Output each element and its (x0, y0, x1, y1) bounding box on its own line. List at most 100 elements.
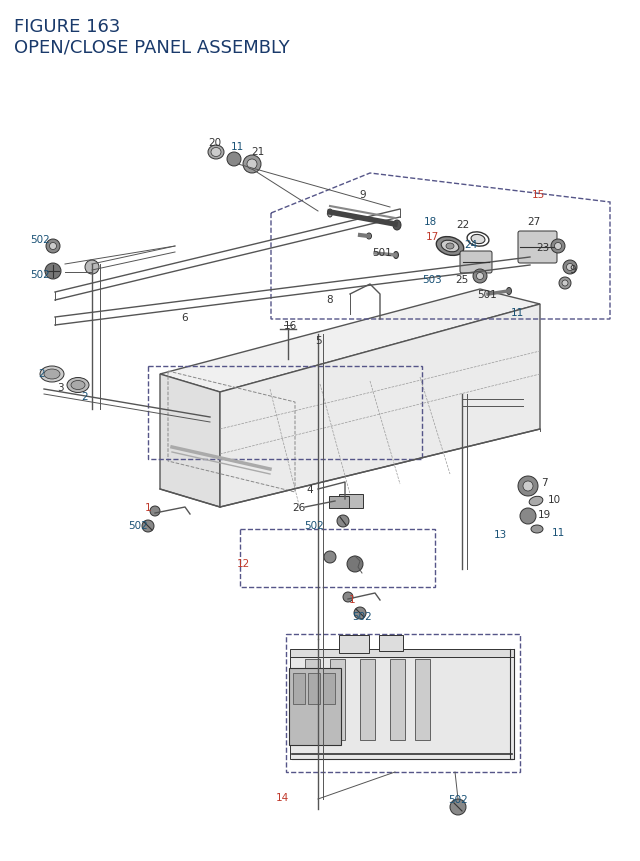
Text: 25: 25 (456, 275, 468, 285)
Circle shape (142, 520, 154, 532)
Text: 16: 16 (284, 320, 296, 331)
Ellipse shape (471, 235, 485, 245)
Text: 22: 22 (456, 220, 470, 230)
Ellipse shape (211, 148, 221, 158)
Ellipse shape (394, 252, 399, 259)
Ellipse shape (44, 369, 60, 380)
Text: 13: 13 (493, 530, 507, 539)
Text: 7: 7 (541, 478, 547, 487)
Text: 11: 11 (510, 307, 524, 318)
FancyBboxPatch shape (379, 635, 403, 651)
FancyBboxPatch shape (360, 659, 374, 740)
Ellipse shape (436, 238, 464, 256)
Text: 502: 502 (448, 794, 468, 804)
Circle shape (523, 481, 533, 492)
Text: 27: 27 (527, 217, 541, 226)
Ellipse shape (328, 210, 333, 218)
Text: 24: 24 (465, 239, 477, 250)
Polygon shape (160, 289, 540, 393)
Polygon shape (290, 649, 514, 657)
Text: 2: 2 (38, 369, 45, 379)
Circle shape (85, 261, 99, 275)
Circle shape (477, 273, 483, 280)
Circle shape (49, 243, 56, 251)
Text: 1: 1 (349, 594, 355, 604)
Ellipse shape (441, 241, 459, 252)
Circle shape (247, 160, 257, 170)
Ellipse shape (67, 378, 89, 393)
Text: 26: 26 (292, 503, 306, 512)
FancyBboxPatch shape (292, 672, 305, 703)
Text: 11: 11 (552, 528, 564, 537)
Circle shape (337, 516, 349, 528)
Text: 2: 2 (82, 392, 88, 401)
FancyBboxPatch shape (339, 635, 369, 653)
Circle shape (450, 799, 466, 815)
Polygon shape (160, 375, 220, 507)
Text: 6: 6 (182, 313, 188, 323)
FancyBboxPatch shape (518, 232, 557, 263)
Text: 503: 503 (422, 275, 442, 285)
Circle shape (518, 476, 538, 497)
FancyBboxPatch shape (390, 659, 404, 740)
Circle shape (150, 506, 160, 517)
Ellipse shape (531, 525, 543, 533)
FancyBboxPatch shape (305, 659, 319, 740)
Text: 502: 502 (128, 520, 148, 530)
Circle shape (473, 269, 487, 283)
Text: 14: 14 (275, 792, 289, 802)
Text: 11: 11 (230, 142, 244, 152)
Ellipse shape (506, 288, 511, 295)
Ellipse shape (446, 244, 454, 250)
FancyBboxPatch shape (339, 494, 363, 508)
Text: 9: 9 (570, 264, 576, 275)
FancyBboxPatch shape (323, 672, 335, 703)
Text: 9: 9 (360, 189, 366, 200)
FancyBboxPatch shape (329, 497, 349, 508)
Circle shape (559, 278, 571, 289)
Text: 502: 502 (30, 235, 50, 245)
FancyBboxPatch shape (330, 659, 344, 740)
FancyBboxPatch shape (460, 251, 492, 274)
Text: 10: 10 (547, 494, 561, 505)
Circle shape (554, 243, 561, 251)
Text: 3: 3 (57, 382, 63, 393)
Text: 15: 15 (531, 189, 545, 200)
Text: FIGURE 163: FIGURE 163 (14, 18, 120, 36)
Ellipse shape (40, 367, 64, 382)
Text: 5: 5 (315, 336, 321, 345)
Ellipse shape (208, 146, 224, 160)
Circle shape (551, 239, 565, 254)
Circle shape (227, 152, 241, 167)
Text: 23: 23 (536, 243, 550, 253)
Ellipse shape (71, 381, 85, 390)
Text: 502: 502 (304, 520, 324, 530)
Text: 501: 501 (372, 248, 392, 257)
Text: 19: 19 (538, 510, 550, 519)
Ellipse shape (529, 497, 543, 506)
Text: OPEN/CLOSE PANEL ASSEMBLY: OPEN/CLOSE PANEL ASSEMBLY (14, 38, 290, 56)
FancyBboxPatch shape (289, 668, 341, 745)
Circle shape (562, 281, 568, 287)
Text: 18: 18 (424, 217, 436, 226)
Ellipse shape (393, 220, 401, 231)
Text: 12: 12 (236, 558, 250, 568)
Text: 21: 21 (252, 147, 264, 157)
Circle shape (45, 263, 61, 280)
Circle shape (566, 264, 573, 271)
Polygon shape (220, 305, 540, 507)
FancyBboxPatch shape (307, 672, 319, 703)
Circle shape (243, 156, 261, 174)
Text: 17: 17 (426, 232, 438, 242)
Circle shape (46, 239, 60, 254)
Circle shape (343, 592, 353, 603)
Text: 502: 502 (30, 269, 50, 280)
Text: 1: 1 (145, 503, 151, 512)
Text: 502: 502 (352, 611, 372, 622)
Text: 501: 501 (477, 289, 497, 300)
Polygon shape (290, 657, 514, 759)
Circle shape (324, 551, 336, 563)
Text: 8: 8 (326, 294, 333, 305)
Text: 20: 20 (209, 138, 221, 148)
Text: 4: 4 (307, 485, 314, 494)
